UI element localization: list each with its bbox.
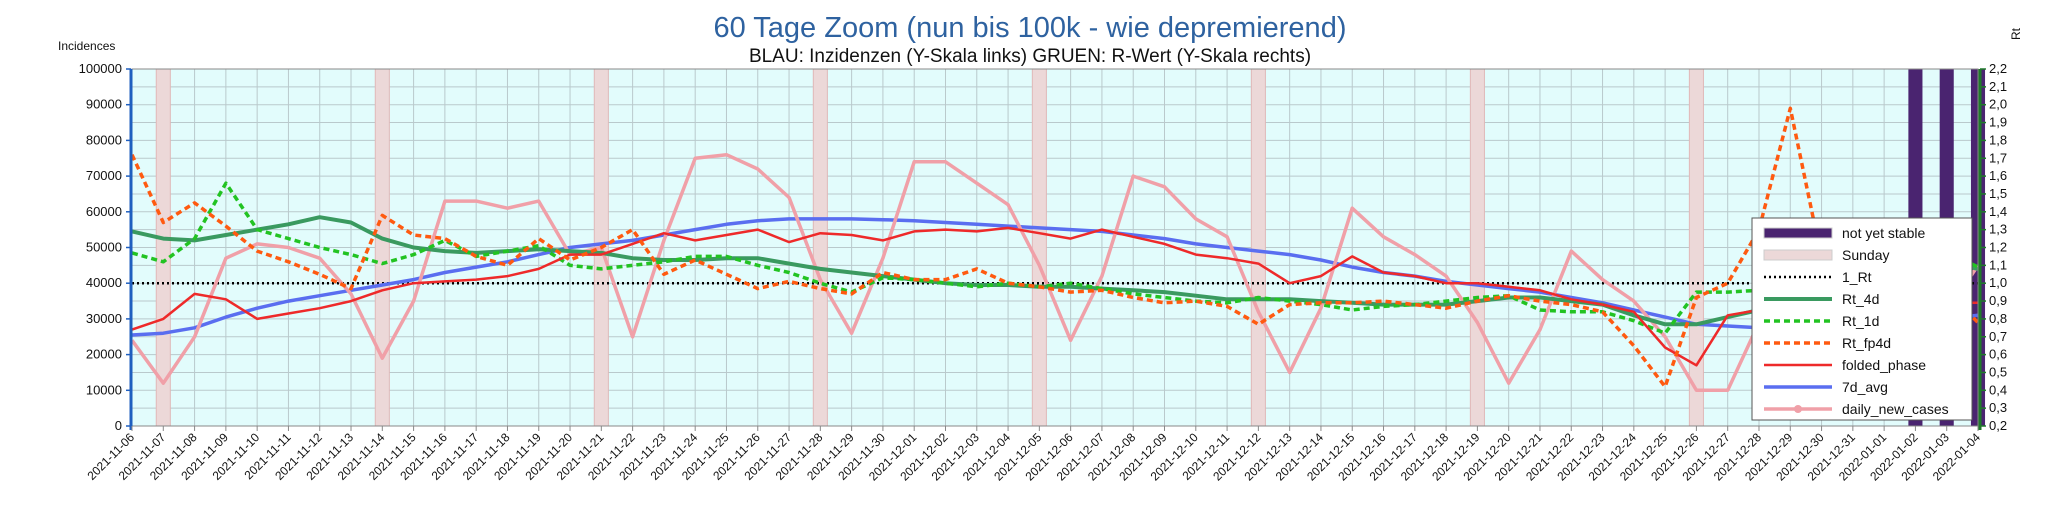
y-tick-right-label: 1,2 <box>1989 240 2007 255</box>
sunday-bar <box>374 68 390 427</box>
y-tick-right-label: 1,4 <box>1989 204 2007 219</box>
y-tick-left-label: 40000 <box>86 275 122 290</box>
sunday-bar <box>155 68 171 427</box>
y-tick-right-label: 0,3 <box>1989 400 2007 415</box>
legend-label: folded_phase <box>1842 357 1926 373</box>
y-tick-left-label: 0 <box>115 418 122 433</box>
series-line-Rt_4d <box>131 215 1979 327</box>
legend-label: 1_Rt <box>1842 269 1872 285</box>
series-line-daily_new_cases <box>130 152 1980 393</box>
y-tick-left-label: 80000 <box>86 132 122 147</box>
series-line-7d_avg <box>131 217 1979 337</box>
y-tick-right-label: 0,5 <box>1989 364 2007 379</box>
y-tick-left-label: 100000 <box>79 61 122 76</box>
y-tick-right-label: 1,0 <box>1989 275 2007 290</box>
y-tick-right-label: 0,6 <box>1989 347 2007 362</box>
y-tick-right-label: 0,7 <box>1989 329 2007 344</box>
y-tick-left-label: 10000 <box>86 382 122 397</box>
y-tick-left-label: 50000 <box>86 240 122 255</box>
legend-label: Rt_1d <box>1842 313 1879 329</box>
y-tick-right-label: 0,2 <box>1989 418 2007 433</box>
legend-label: Rt_fp4d <box>1842 335 1891 351</box>
sunday-bar <box>1469 68 1485 427</box>
series-line-Rt_fp4d <box>130 106 1980 389</box>
y-tick-right-label: 1,8 <box>1989 132 2007 147</box>
y-tick-right-label: 0,4 <box>1989 382 2007 397</box>
y-tick-right-label: 1,9 <box>1989 115 2007 130</box>
plot-area: 0 10000 20000 30000 40000 50000 60000 70000 8000… <box>79 61 2007 484</box>
y-tick-right-label: 1,7 <box>1989 150 2007 165</box>
legend-swatch <box>1763 227 1833 239</box>
legend-label: Rt_4d <box>1842 291 1879 307</box>
series-line-Rt_1d <box>131 181 1979 335</box>
y-tick-left-label: 90000 <box>86 97 122 112</box>
y-tick-left-label: 60000 <box>86 204 122 219</box>
y-tick-right-label: 1,5 <box>1989 186 2007 201</box>
chart-subtitle: BLAU: Inzidenzen (Y-Skala links) GRUEN: … <box>749 46 1311 67</box>
y-axis-left-label: Incidences <box>58 39 115 53</box>
y-tick-right-label: 1,1 <box>1989 257 2007 272</box>
y-tick-left-label: 30000 <box>86 311 122 326</box>
legend-marker <box>1794 405 1802 413</box>
y-tick-right-label: 0,9 <box>1989 293 2007 308</box>
y-tick-right-label: 1,6 <box>1989 168 2007 183</box>
y-tick-right-label: 2,1 <box>1989 79 2007 94</box>
legend-label: not yet stable <box>1842 225 1925 241</box>
chart-title: 60 Tage Zoom (nun bis 100k - wie depremi… <box>714 12 1347 44</box>
legend-label: daily_new_cases <box>1842 401 1949 417</box>
y-tick-left-label: 20000 <box>86 347 122 362</box>
legend-swatch <box>1763 249 1833 261</box>
y-tick-right-label: 2,0 <box>1989 97 2007 112</box>
series-line-folded_phase <box>131 226 1978 367</box>
sunday-bar <box>1031 68 1047 427</box>
y-axis-right-label: Rt <box>2009 27 2023 40</box>
y-tick-right-label: 1,3 <box>1989 222 2007 237</box>
legend-label: Sunday <box>1842 247 1889 263</box>
y-tick-right-label: 2,2 <box>1989 61 2007 76</box>
y-tick-left-label: 70000 <box>86 168 122 183</box>
y-tick-right-label: 0,8 <box>1989 311 2007 326</box>
legend-label: 7d_avg <box>1842 379 1888 395</box>
sunday-bar <box>1250 68 1266 427</box>
sunday-bar <box>812 68 828 427</box>
sunday-bar <box>1688 68 1704 427</box>
legend: not yet stable Sunday 1_Rt Rt_4d Rt_1d Rt_fp4… <box>1751 217 1973 421</box>
